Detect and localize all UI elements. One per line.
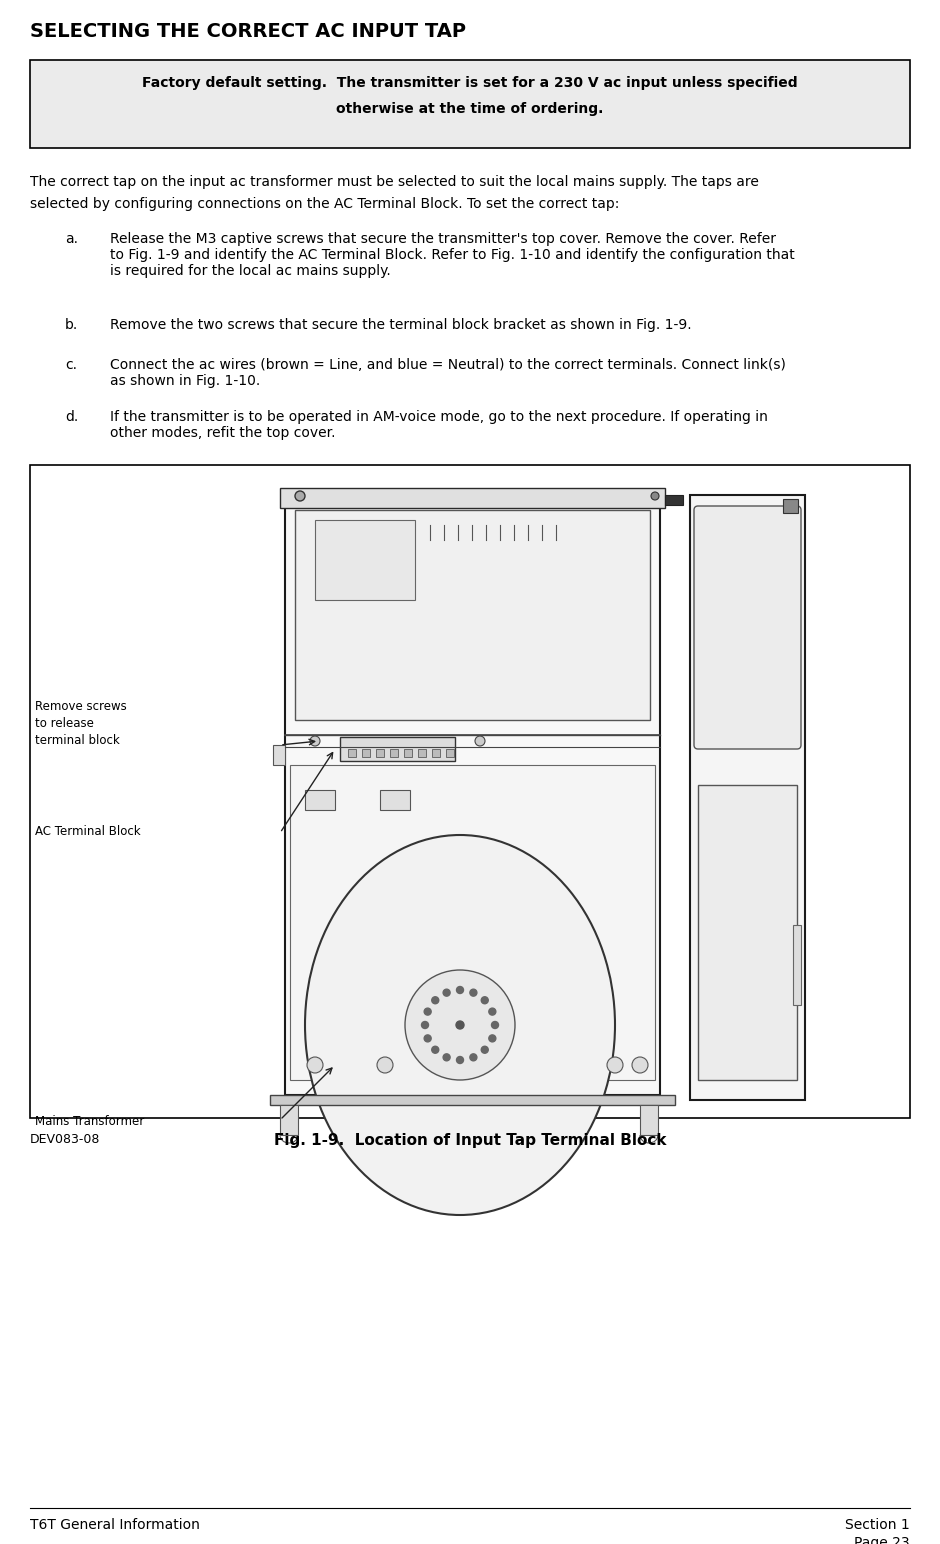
Bar [315, 520, 415, 601]
Bar [305, 791, 335, 811]
Circle shape [421, 1022, 429, 1028]
Circle shape [489, 1034, 495, 1042]
Text: d.: d. [65, 411, 78, 425]
Text: Page 23: Page 23 [854, 1536, 910, 1544]
Ellipse shape [305, 835, 615, 1215]
Text: c.: c. [65, 358, 77, 372]
Bar [273, 746, 285, 764]
Text: DEV083-08: DEV083-08 [30, 1133, 101, 1146]
Circle shape [443, 1055, 450, 1061]
Bar [380, 791, 410, 811]
Bar [783, 499, 798, 513]
Circle shape [457, 987, 463, 993]
Bar [348, 749, 356, 757]
Text: otherwise at the time of ordering.: otherwise at the time of ordering. [337, 102, 603, 116]
Circle shape [377, 1058, 393, 1073]
Circle shape [607, 1058, 623, 1073]
Bar [280, 1106, 298, 1135]
Bar [404, 749, 412, 757]
Bar [446, 749, 454, 757]
Circle shape [632, 1058, 648, 1073]
Circle shape [457, 1056, 463, 1064]
Text: Factory default setting.  The transmitter is set for a 230 V ac input unless spe: Factory default setting. The transmitter… [142, 76, 798, 90]
Circle shape [307, 1058, 323, 1073]
FancyBboxPatch shape [694, 506, 801, 749]
Bar [390, 749, 398, 757]
Circle shape [475, 736, 485, 746]
Bar [30, 60, 910, 148]
Text: SELECTING THE CORRECT AC INPUT TAP: SELECTING THE CORRECT AC INPUT TAP [30, 22, 466, 42]
Bar [295, 510, 650, 720]
Text: Section 1: Section 1 [845, 1518, 910, 1532]
Text: Connect the ac wires (brown = Line, and blue = Neutral) to the correct terminals: Connect the ac wires (brown = Line, and … [110, 358, 786, 388]
Bar [280, 488, 665, 508]
Text: Remove the two screws that secure the terminal block bracket as shown in Fig. 1-: Remove the two screws that secure the te… [110, 318, 692, 332]
Text: b.: b. [65, 318, 78, 332]
Circle shape [481, 1047, 488, 1053]
Bar [698, 784, 797, 1079]
Circle shape [310, 736, 320, 746]
Circle shape [424, 1008, 431, 1014]
Circle shape [492, 1022, 498, 1028]
Bar [665, 496, 683, 505]
Circle shape [431, 1047, 439, 1053]
Circle shape [651, 493, 659, 500]
Text: If the transmitter is to be operated in AM-voice mode, go to the next procedure.: If the transmitter is to be operated in … [110, 411, 768, 440]
Text: Remove screws
to release
terminal block: Remove screws to release terminal block [35, 699, 127, 747]
Bar [640, 1106, 658, 1135]
Bar [290, 764, 655, 1079]
Bar [270, 1095, 675, 1106]
Text: T6T General Information: T6T General Information [30, 1518, 200, 1532]
Bar [690, 496, 805, 1099]
Text: AC Terminal Block: AC Terminal Block [35, 824, 141, 838]
Bar [432, 749, 440, 757]
Text: The correct tap on the input ac transformer must be selected to suit the local m: The correct tap on the input ac transfor… [30, 174, 759, 188]
Circle shape [489, 1008, 495, 1014]
Circle shape [295, 491, 305, 500]
Circle shape [470, 990, 477, 996]
Circle shape [424, 1034, 431, 1042]
Bar [362, 749, 370, 757]
Bar [376, 749, 384, 757]
Text: Fig. 1-9.  Location of Input Tap Terminal Block: Fig. 1-9. Location of Input Tap Terminal… [274, 1133, 666, 1149]
Circle shape [405, 970, 515, 1079]
Bar [30, 465, 910, 1118]
Bar [418, 749, 426, 757]
Text: Mains Transformer: Mains Transformer [35, 1115, 144, 1129]
Circle shape [481, 997, 488, 1004]
Text: a.: a. [65, 232, 78, 245]
Circle shape [456, 1021, 464, 1028]
Circle shape [443, 990, 450, 996]
Circle shape [431, 997, 439, 1004]
Text: selected by configuring connections on the AC Terminal Block. To set the correct: selected by configuring connections on t… [30, 198, 619, 212]
Circle shape [470, 1055, 477, 1061]
Bar [340, 736, 455, 761]
Bar [793, 925, 801, 1005]
Text: Release the M3 captive screws that secure the transmitter's top cover. Remove th: Release the M3 captive screws that secur… [110, 232, 794, 278]
Bar [285, 500, 660, 1095]
